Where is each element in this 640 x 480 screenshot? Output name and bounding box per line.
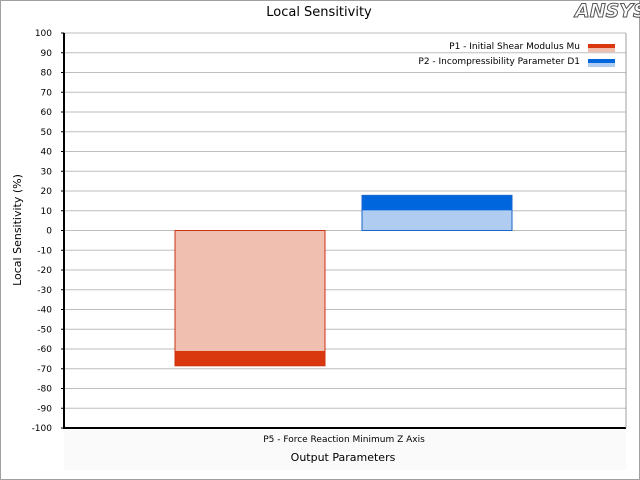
gridlines [61, 33, 626, 428]
y-tick-label: -10 [37, 246, 52, 256]
legend-swatch-dark [588, 59, 615, 63]
y-tick-label: 90 [41, 49, 53, 59]
bar-series-1 [175, 231, 325, 366]
y-tick-labels: 1009080706050403020100-10-20-30-40-50-60… [32, 29, 53, 434]
bar-inner-segment [362, 210, 512, 230]
bar-end-segment [175, 351, 325, 366]
legend-swatch-light [588, 48, 615, 52]
y-tick-label: 60 [41, 108, 53, 118]
y-tick-label: -50 [37, 325, 52, 335]
y-tick-label: 70 [41, 88, 53, 98]
y-tick-label: -70 [37, 365, 52, 375]
y-tick-label: -60 [37, 345, 52, 355]
y-tick-label: 0 [46, 227, 52, 237]
y-axis-title: Local Sensitivity (%) [11, 174, 24, 286]
y-tick-label: 100 [35, 29, 52, 39]
y-tick-label: 20 [41, 187, 53, 197]
y-tick-label: -90 [37, 404, 52, 414]
ansys-logo-text: ANSYS [573, 0, 640, 22]
y-tick-label: 10 [41, 207, 53, 217]
legend-swatch-dark [588, 44, 615, 48]
bar-inner-segment [175, 231, 325, 351]
legend-label: P1 - Initial Shear Modulus Mu [449, 42, 580, 52]
bar-series-2 [362, 195, 512, 230]
y-tick-label: 50 [41, 128, 53, 138]
y-tick-label: 40 [41, 148, 53, 158]
y-tick-label: -80 [37, 385, 52, 395]
y-tick-label: -40 [37, 306, 52, 316]
ansys-logo: ANSYS [573, 0, 640, 22]
legend-swatch-light [588, 63, 615, 67]
y-tick-label: -30 [37, 286, 52, 296]
y-tick-label: 80 [41, 69, 53, 79]
y-tick-label: -20 [37, 266, 52, 276]
y-tick-label: -100 [32, 424, 53, 434]
category-label: P5 - Force Reaction Minimum Z Axis [263, 435, 425, 445]
chart-title: Local Sensitivity [266, 5, 372, 20]
legend-label: P2 - Incompressibility Parameter D1 [418, 57, 580, 67]
y-tick-label: 30 [41, 167, 53, 177]
x-axis-title: Output Parameters [291, 451, 396, 464]
bar-end-segment [362, 195, 512, 210]
